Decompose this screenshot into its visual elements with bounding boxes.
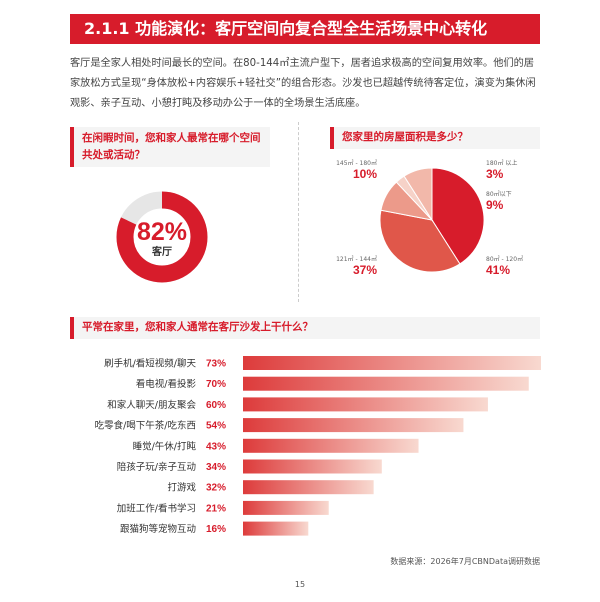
donut-percent: 82% — [137, 218, 187, 246]
bar-value-label: 21% — [206, 503, 226, 514]
bar-category-label: 看电视/看投影 — [136, 378, 197, 390]
bar-category-label: 陪孩子玩/亲子互动 — [117, 461, 196, 473]
bar — [243, 356, 541, 370]
pie-percent-label: 10% — [353, 167, 377, 181]
pie-percent-label: 3% — [486, 167, 504, 181]
page-number: 15 — [294, 580, 306, 589]
pie-slice — [379, 209, 461, 273]
donut-label: 客厅 — [151, 245, 172, 258]
data-source: 数据来源：2026年7月CBNData调研数据 — [390, 557, 540, 566]
intro-paragraph: 客厅是全家人相处时间最长的空间。在80-144㎡主流户型下，居者追求极高的空间复… — [70, 58, 536, 109]
pie-category-label: 80㎡ - 120㎡ — [486, 255, 523, 263]
bar — [243, 376, 529, 391]
bar — [243, 397, 488, 412]
question-sofa-activities: 平常在家里，您和家人通常在客厅沙发上干什么？ — [70, 317, 540, 339]
bar-value-label: 54% — [206, 421, 226, 432]
bar-value-label: 32% — [206, 483, 226, 494]
bar-value-label: 73% — [206, 359, 226, 370]
pie-percent-label: 9% — [486, 198, 504, 212]
bar-value-label: 16% — [206, 524, 226, 535]
bar-category-label: 加班工作/看书学习 — [117, 502, 196, 514]
pie-slice — [403, 167, 433, 222]
pie-category-label: 80㎡以下 — [486, 190, 512, 198]
bar-category-label: 跟猫狗等宠物互动 — [120, 523, 196, 535]
bar-value-label: 34% — [206, 462, 226, 473]
bar-value-label: 70% — [206, 379, 226, 390]
bar-value-label: 43% — [206, 441, 226, 452]
donut-arc — [116, 191, 208, 283]
question-leisure-space: 在闲暇时间，您和家人最常在哪个空间共处或活动？ — [70, 127, 270, 167]
pie-percent-label: 41% — [486, 263, 510, 277]
question-house-area: 您家里的房屋面积是多少？ — [330, 127, 540, 149]
bar — [243, 438, 419, 453]
donut-chart: 82% 客厅 — [116, 191, 208, 283]
pie-category-label: 180㎡ 以上 — [486, 159, 517, 167]
bar — [243, 418, 464, 433]
bar-chart: 刷手机/看短视频/聊天 73% 看电视/看投影 70% 和家人聊天/朋友聚会 60% 吃零食… — [95, 356, 541, 536]
bar — [243, 521, 309, 536]
bar-value-label: 60% — [206, 400, 226, 411]
bar-category-label: 睡觉/午休/打盹 — [133, 440, 197, 452]
bar-category-label: 打游戏 — [167, 482, 196, 494]
pie-percent-label: 37% — [353, 263, 377, 277]
section-title: 2.1.1 功能演化：客厅空间向复合型全生活场景中心转化 — [70, 14, 540, 44]
bar-category-label: 刷手机/看短视频/聊天 — [104, 358, 196, 370]
pie-category-label: 145㎡ - 180㎡ — [336, 159, 377, 167]
bar-category-label: 和家人聊天/朋友聚会 — [107, 399, 196, 411]
bar-category-label: 吃零食/喝下午茶/吃东西 — [95, 420, 196, 432]
bar — [243, 500, 329, 515]
column-divider — [298, 122, 299, 302]
bar — [243, 459, 382, 474]
pie-category-label: 121㎡ - 144㎡ — [336, 255, 377, 263]
bar — [243, 480, 374, 495]
